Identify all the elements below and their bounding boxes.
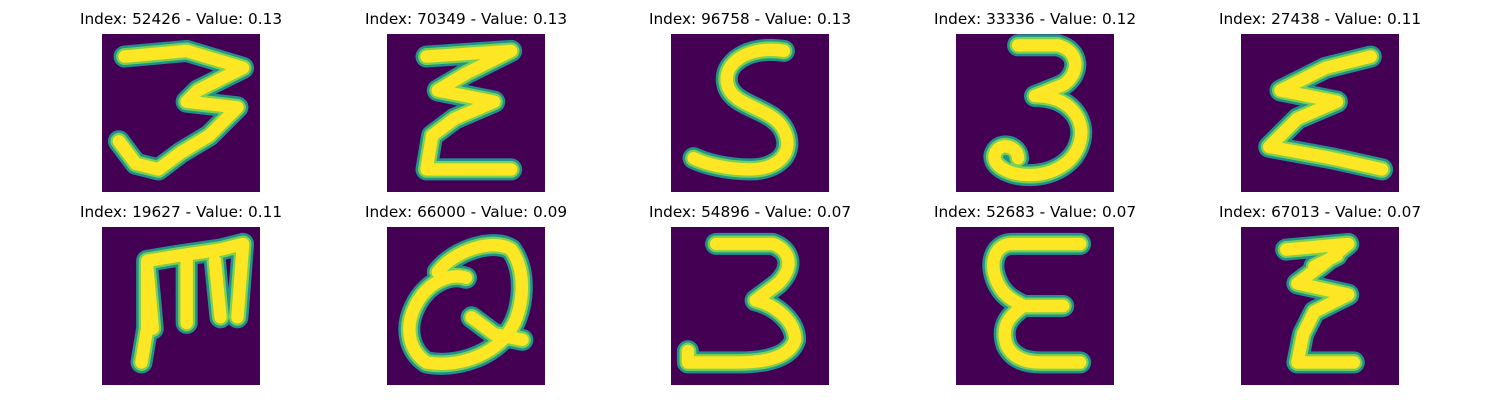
handwritten-glyph (415, 39, 523, 181)
panel-title: Index: 33336 - Value: 0.12 (933, 10, 1137, 28)
panel-title: Index: 54896 - Value: 0.07 (648, 203, 852, 221)
handwritten-glyph (1275, 232, 1365, 374)
panel-title: Index: 66000 - Value: 0.09 (364, 203, 568, 221)
digit-image (956, 227, 1114, 385)
handwritten-glyph (130, 232, 255, 374)
panel-title: Index: 96758 - Value: 0.13 (648, 10, 852, 28)
digit-image (387, 34, 545, 192)
handwritten-glyph (982, 232, 1092, 374)
digit-image (1241, 227, 1399, 385)
handwritten-glyph (676, 232, 807, 374)
panel-title: Index: 19627 - Value: 0.11 (79, 203, 283, 221)
digit-image (387, 227, 545, 385)
digit-image (956, 34, 1114, 192)
handwritten-glyph (398, 234, 534, 375)
handwritten-glyph (107, 39, 255, 181)
panel-title: Index: 52683 - Value: 0.07 (933, 203, 1137, 221)
panel-title: Index: 52426 - Value: 0.13 (79, 10, 283, 28)
handwritten-glyph (983, 34, 1093, 187)
digit-image (102, 227, 260, 385)
digit-image (1241, 34, 1399, 192)
digit-image (671, 227, 829, 385)
panel-title: Index: 27438 - Value: 0.11 (1218, 10, 1422, 28)
panel-title: Index: 70349 - Value: 0.13 (364, 10, 568, 28)
digit-image (671, 34, 829, 192)
digit-image (102, 34, 260, 192)
handwritten-glyph (1258, 45, 1394, 181)
handwritten-glyph (682, 38, 799, 181)
panel-title: Index: 67013 - Value: 0.07 (1218, 203, 1422, 221)
